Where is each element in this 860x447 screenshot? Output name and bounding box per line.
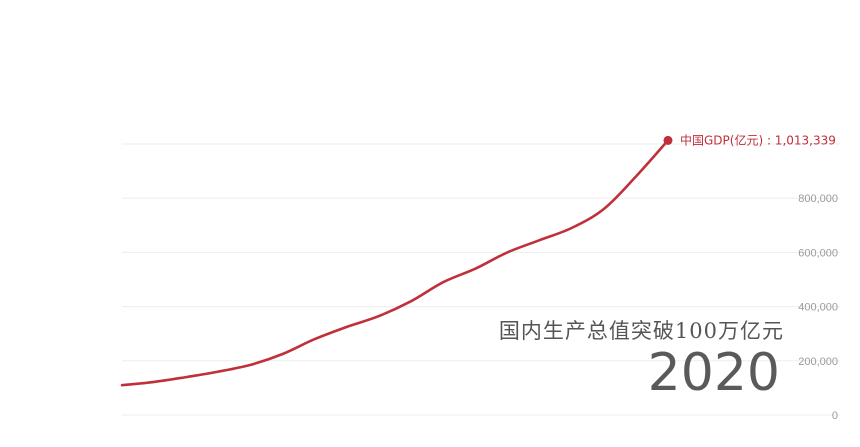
y-axis-ticks: 0 200,000 400,000 600,000 800,000: [798, 193, 838, 422]
series-end-point: [663, 135, 673, 145]
y-tick-label: 0: [832, 410, 838, 422]
y-tick-label: 400,000: [798, 302, 838, 314]
series-end-label: 中国GDP(亿元) : 1,013,339: [680, 132, 836, 147]
y-tick-label: 200,000: [798, 356, 838, 368]
milestone-text: 国内生产总值突破100万亿元: [498, 319, 784, 343]
y-tick-label: 800,000: [798, 193, 838, 205]
series-line-china-gdp: [120, 139, 670, 387]
year-label: 2020: [647, 343, 780, 403]
y-tick-label: 600,000: [798, 247, 838, 259]
grid-lines: [122, 143, 840, 416]
milestone-annotation: 国内生产总值突破100万亿元: [499, 315, 784, 345]
